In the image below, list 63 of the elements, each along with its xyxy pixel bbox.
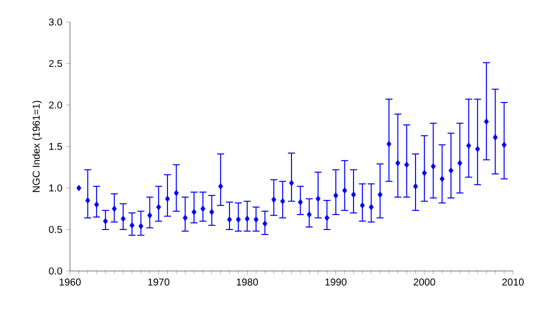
point (280, 198, 286, 204)
point (324, 214, 330, 222)
point (298, 198, 303, 206)
point (165, 196, 170, 202)
point (227, 216, 232, 223)
point (484, 118, 489, 125)
point (76, 184, 82, 192)
point (422, 170, 427, 176)
point (368, 204, 374, 210)
point (360, 202, 365, 209)
x-tick-label: 2010 (502, 278, 524, 286)
point (440, 176, 445, 182)
point (333, 192, 338, 199)
y-tick-label: 2.0 (49, 101, 62, 109)
point (156, 204, 162, 210)
x-tick-label: 1980 (236, 278, 258, 286)
point (404, 162, 410, 168)
point (192, 208, 196, 216)
point (218, 183, 224, 190)
point (174, 190, 179, 196)
point (94, 201, 100, 208)
x-tick-label: 2000 (414, 278, 436, 286)
point (289, 180, 294, 186)
point (236, 216, 241, 223)
point (254, 216, 259, 223)
point (262, 220, 268, 227)
point (502, 142, 507, 148)
y-tick-label: 0.0 (48, 267, 62, 275)
point (244, 216, 250, 222)
point (457, 160, 462, 166)
point (466, 142, 472, 149)
point (112, 206, 117, 212)
point (395, 160, 400, 166)
y-tick-label: 1.0 (49, 184, 62, 192)
point (120, 216, 126, 222)
x-tick-label: 1960 (60, 278, 81, 286)
x-tick-label: 1970 (148, 278, 170, 286)
y-tick-label: 1.5 (49, 143, 62, 150)
point (386, 140, 392, 148)
y-tick-label: 2.5 (49, 60, 62, 68)
y-tick-label: 0.5 (48, 226, 62, 234)
point (475, 146, 480, 152)
point (306, 211, 312, 218)
point (351, 191, 356, 198)
point (413, 183, 418, 190)
point (138, 222, 144, 230)
y-axis-title: NGC Index (1961=1) (32, 100, 42, 192)
point (316, 196, 321, 202)
point (85, 197, 90, 204)
point (448, 167, 454, 174)
point (342, 187, 348, 194)
point (209, 208, 214, 216)
point (271, 196, 276, 203)
point (378, 191, 383, 198)
y-tick-label: 3.0 (48, 18, 62, 26)
x-tick-label: 1990 (325, 278, 347, 286)
point (200, 206, 206, 212)
point (130, 222, 134, 229)
point (102, 218, 108, 224)
point (430, 163, 436, 170)
point (492, 134, 498, 141)
point (182, 214, 188, 222)
point (147, 212, 152, 219)
